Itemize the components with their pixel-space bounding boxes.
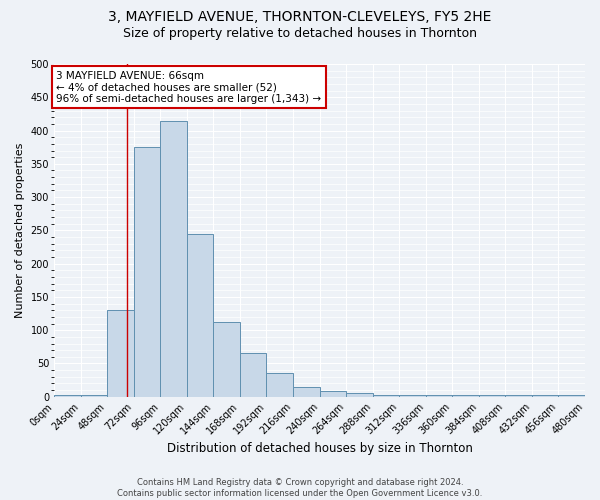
X-axis label: Distribution of detached houses by size in Thornton: Distribution of detached houses by size … — [167, 442, 472, 455]
Bar — [240, 354, 266, 397]
Text: Contains HM Land Registry data © Crown copyright and database right 2024.
Contai: Contains HM Land Registry data © Crown c… — [118, 478, 482, 498]
Bar — [214, 322, 240, 397]
Bar — [107, 310, 134, 397]
Text: 3, MAYFIELD AVENUE, THORNTON-CLEVELEYS, FY5 2HE: 3, MAYFIELD AVENUE, THORNTON-CLEVELEYS, … — [109, 10, 491, 24]
Bar — [479, 396, 505, 397]
Text: Size of property relative to detached houses in Thornton: Size of property relative to detached ho… — [123, 28, 477, 40]
Bar — [266, 374, 293, 397]
Bar — [505, 396, 532, 397]
Bar — [426, 396, 452, 397]
Bar — [160, 120, 187, 397]
Bar — [320, 392, 346, 397]
Bar — [187, 234, 214, 397]
Bar — [80, 395, 107, 397]
Bar — [532, 396, 559, 397]
Bar — [54, 395, 80, 397]
Bar — [293, 387, 320, 397]
Bar — [559, 396, 585, 397]
Text: 3 MAYFIELD AVENUE: 66sqm
← 4% of detached houses are smaller (52)
96% of semi-de: 3 MAYFIELD AVENUE: 66sqm ← 4% of detache… — [56, 70, 322, 104]
Bar — [399, 395, 426, 397]
Bar — [452, 396, 479, 397]
Bar — [346, 394, 373, 397]
Y-axis label: Number of detached properties: Number of detached properties — [15, 142, 25, 318]
Bar — [134, 147, 160, 397]
Bar — [373, 395, 399, 397]
